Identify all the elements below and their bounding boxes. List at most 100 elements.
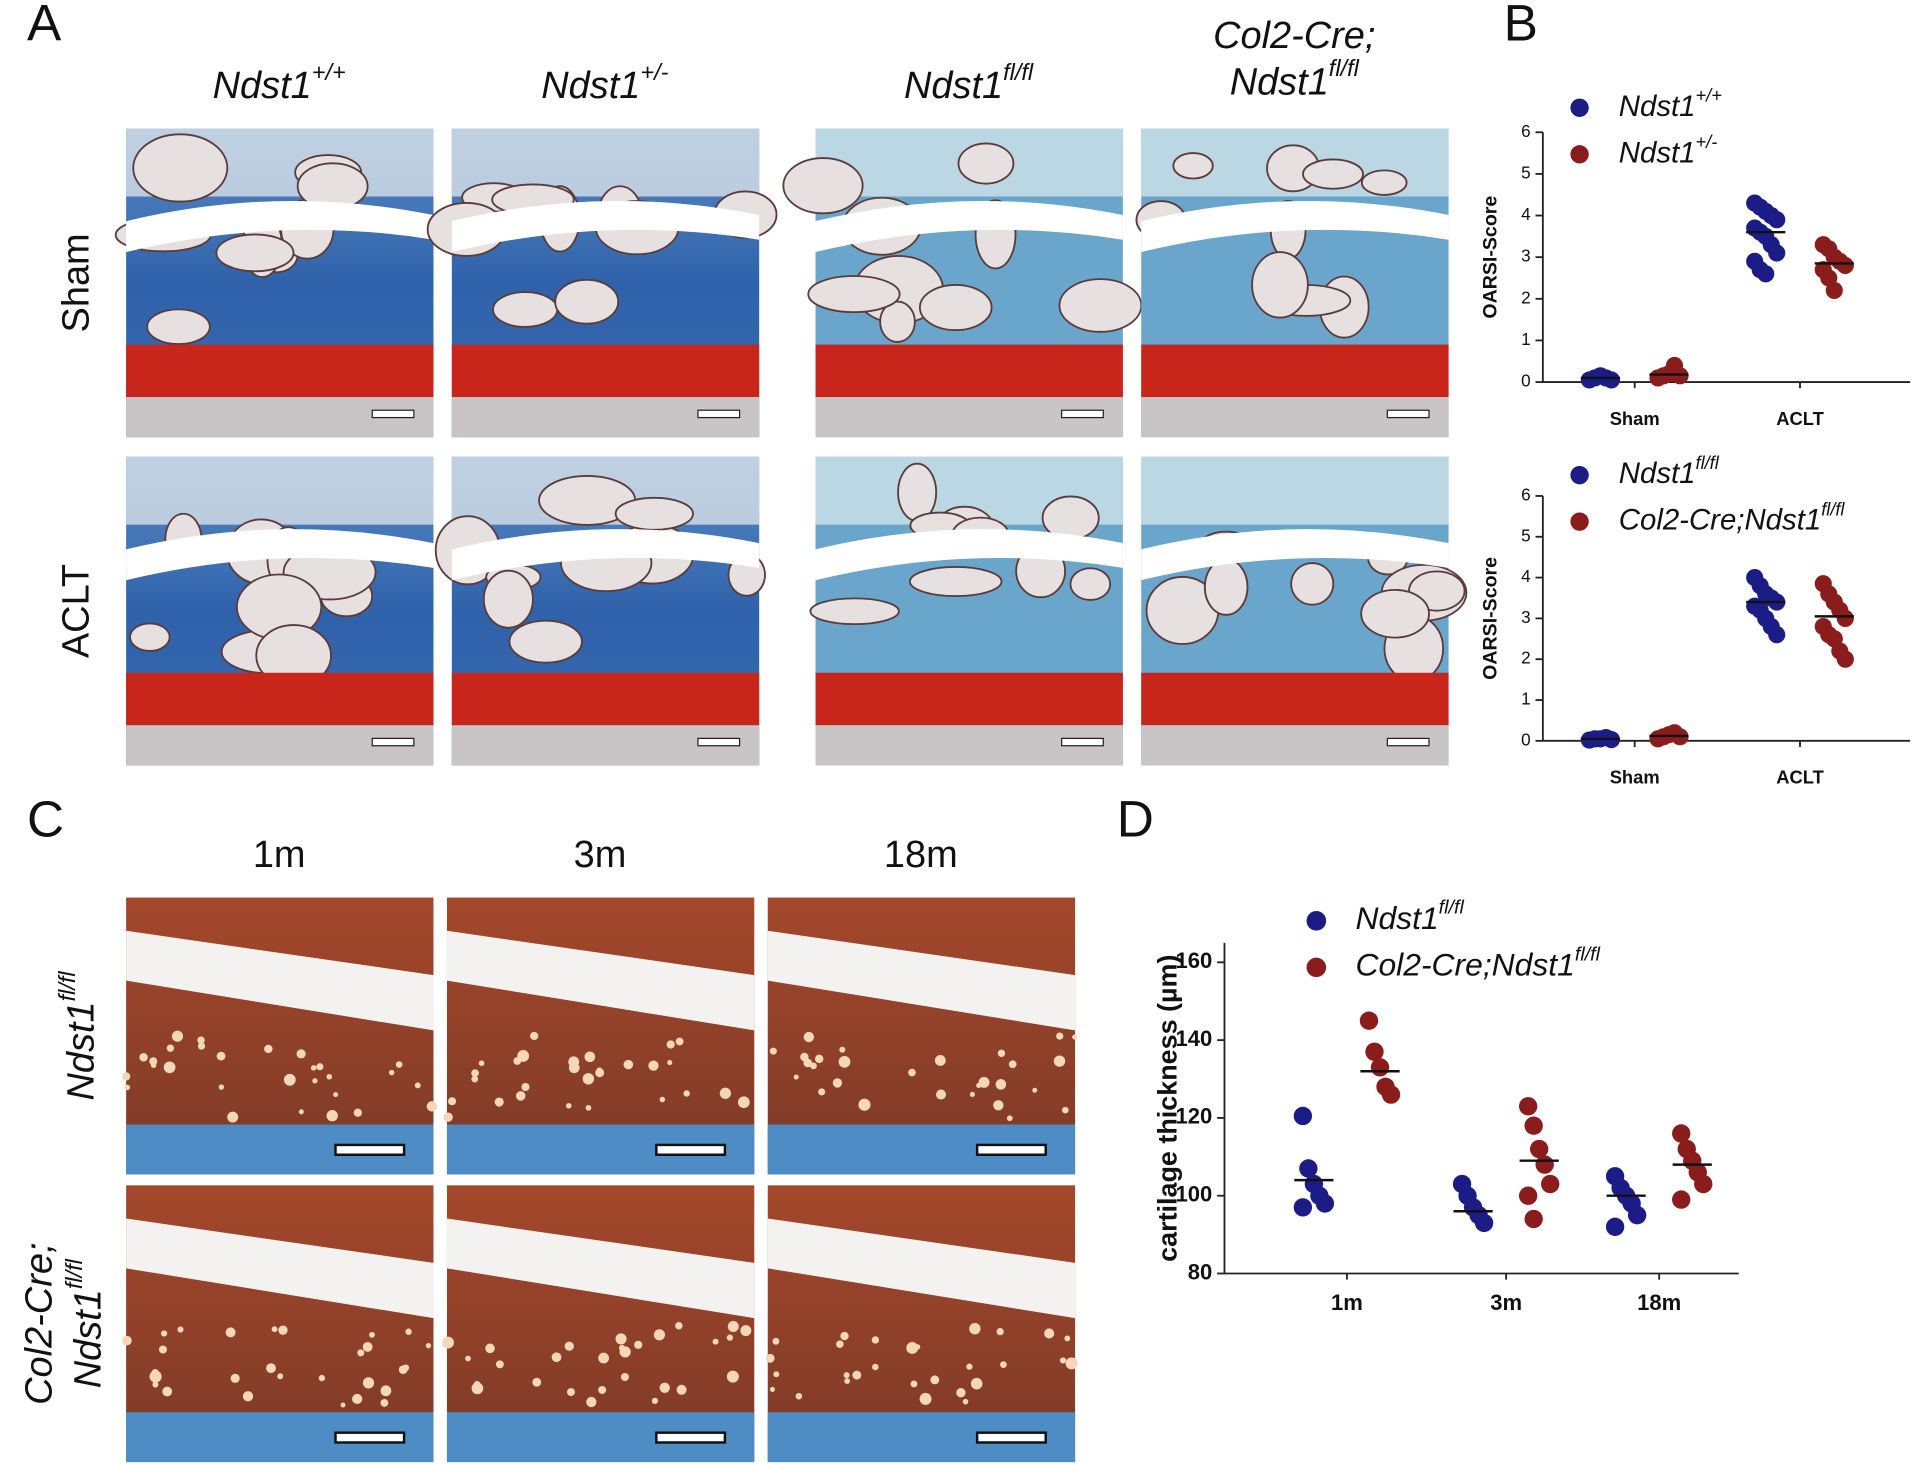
y-tick-label: 0 <box>1521 371 1531 391</box>
chondrocyte <box>564 1341 574 1351</box>
data-point <box>1365 1042 1384 1061</box>
data-point <box>1672 1190 1691 1209</box>
y-tick-label: 6 <box>1521 121 1531 141</box>
chondrocyte <box>266 1363 276 1374</box>
chondrocyte <box>150 1062 157 1068</box>
legend-entry: Col2-Cre;Ndst1fl/fl <box>1356 943 1601 982</box>
chondrocyte <box>997 1049 1006 1058</box>
data-point <box>1825 281 1843 300</box>
joint-space <box>126 529 434 581</box>
data-point <box>1518 1186 1538 1205</box>
chondrocyte <box>485 1343 495 1354</box>
legend-entry: Ndst1fl/fl <box>1619 453 1720 490</box>
data-point <box>1299 1159 1318 1178</box>
data-point <box>1694 1174 1713 1194</box>
data-point <box>1518 1097 1538 1116</box>
marrow <box>215 233 295 273</box>
marrow <box>918 284 993 332</box>
chondrocyte <box>333 1092 339 1098</box>
data-point <box>1768 211 1786 229</box>
label-text: Ndst1 <box>1230 62 1329 104</box>
joint-space <box>446 1218 755 1319</box>
chondrocyte <box>840 1331 849 1341</box>
cartilage <box>1141 672 1449 726</box>
chondrocyte <box>1000 1361 1007 1368</box>
data-point <box>1836 609 1854 627</box>
chondrocyte <box>494 1097 504 1107</box>
chondrocyte <box>283 1073 296 1086</box>
data-point <box>1672 1124 1691 1143</box>
joint-space <box>126 930 434 1031</box>
joint-space <box>815 529 1123 581</box>
chondrocyte <box>872 1363 879 1371</box>
chondrocyte <box>414 1082 421 1089</box>
label-superscript: +/+ <box>312 59 346 85</box>
x-tick-label: Sham <box>1610 767 1660 788</box>
chondrocyte <box>395 1061 403 1068</box>
scale-bar <box>1386 737 1430 747</box>
chondrocyte <box>161 1330 168 1337</box>
legend-marker <box>1570 98 1589 117</box>
chondrocyte <box>1062 1106 1069 1114</box>
chondrocyte <box>659 1096 666 1103</box>
data-point <box>1671 367 1689 385</box>
chondrocyte <box>970 1377 983 1390</box>
y-tick-label: 0 <box>1521 729 1531 749</box>
chondrocyte <box>618 1344 626 1351</box>
chondrocyte <box>1032 1087 1038 1093</box>
row-label-line: Ndst1fl/fl <box>61 1258 109 1388</box>
y-tick-label: 1 <box>1521 329 1531 349</box>
joint-space <box>126 1218 434 1319</box>
y-tick-label: 2 <box>1521 287 1531 307</box>
chondrocyte <box>242 1391 254 1402</box>
chondrocyte <box>969 1091 975 1097</box>
joint-space <box>1141 200 1449 253</box>
chondrocyte <box>471 1075 479 1083</box>
legend-marker <box>1570 512 1589 531</box>
label-text: Col2-Cre; <box>19 1243 61 1405</box>
legend-entry: Ndst1+/- <box>1619 132 1718 169</box>
histology-image <box>122 897 438 1175</box>
marrow <box>1290 562 1335 606</box>
chondrocyte <box>230 1373 240 1383</box>
chondrocyte <box>398 1365 408 1375</box>
chondrocyte <box>171 1030 184 1042</box>
joint-space <box>451 200 760 253</box>
legend-name: Col2-Cre;Ndst1 <box>1619 503 1821 536</box>
chondrocyte <box>465 1355 471 1362</box>
chondrocyte <box>1006 1115 1013 1122</box>
label-text: Ndst1 <box>60 1001 102 1100</box>
label-text: Ndst1 <box>68 1289 110 1388</box>
chondrocyte <box>353 1108 362 1117</box>
marrow <box>1360 588 1430 639</box>
marrow <box>1203 558 1249 616</box>
data-point <box>1605 1217 1625 1237</box>
cartilage <box>126 672 434 726</box>
chondrocyte <box>517 1049 530 1062</box>
marrow <box>1360 169 1408 196</box>
chondrocyte <box>271 1326 278 1333</box>
chondrocyte <box>727 1320 739 1333</box>
chondrocyte <box>471 1069 479 1077</box>
chondrocyte <box>495 1360 504 1369</box>
chondrocyte <box>818 1088 826 1096</box>
data-point <box>1541 1174 1560 1194</box>
chondrocyte <box>832 1078 843 1088</box>
marrow <box>809 597 900 626</box>
y-axis-label: cartilage thickness (µm) <box>1152 955 1182 1262</box>
chondrocyte <box>565 1102 572 1109</box>
scale-bar <box>655 1431 727 1444</box>
chondrocyte <box>1056 1032 1064 1040</box>
chondrocyte <box>225 1327 236 1338</box>
row-label-line: Col2-Cre; <box>19 1243 61 1405</box>
marrow <box>614 496 694 531</box>
column-header-line: Ndst1+/+ <box>213 59 346 107</box>
data-point <box>1315 1194 1335 1213</box>
row-label: Col2-Cre; Ndst1fl/fl <box>19 1243 110 1405</box>
chondrocyte <box>836 1340 844 1348</box>
chondrocyte <box>634 1340 643 1349</box>
legend-entry: Ndst1fl/fl <box>1356 897 1465 936</box>
legend-entry: Ndst1+/+ <box>1619 85 1722 122</box>
marrow <box>1058 278 1143 333</box>
scale-bar <box>975 1143 1047 1156</box>
